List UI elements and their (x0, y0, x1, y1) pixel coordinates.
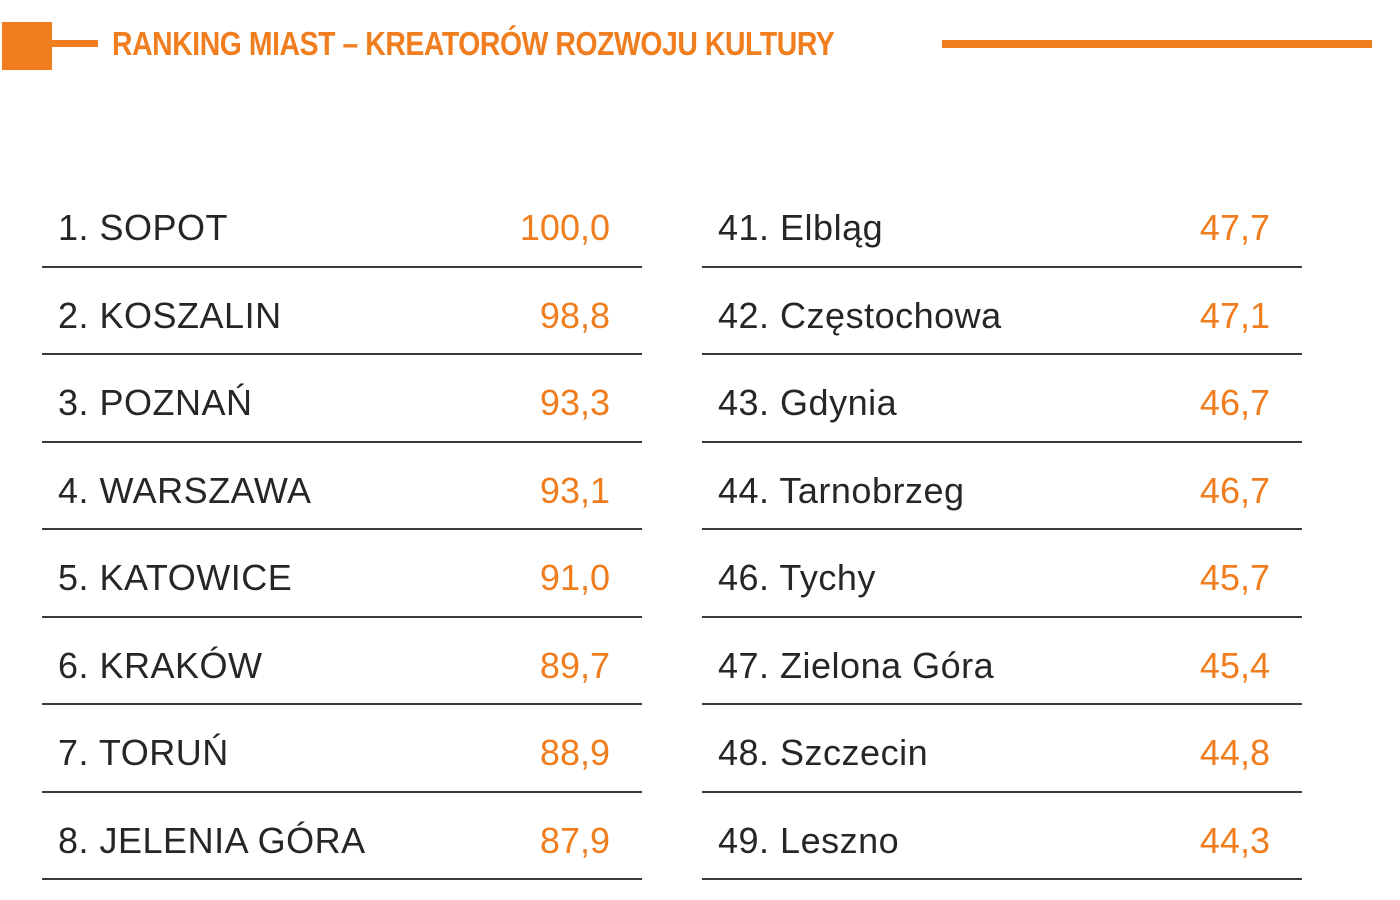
ranking-table-top: 1. SOPOT 100,0 2. KOSZALIN 98,8 3. POZNAŃ 93,… (42, 182, 642, 882)
city-score: 88,9 (539, 732, 610, 773)
table-row: 2. KOSZALIN 98,8 (42, 270, 642, 355)
city-name: 1. SOPOT (58, 207, 229, 248)
city-name: 41. Elbląg (718, 207, 884, 248)
city-name: 44. Tarnobrzeg (718, 469, 965, 511)
city-score: 89,7 (539, 644, 610, 686)
city-name: 5. KATOWICE (58, 557, 293, 598)
page-header: RANKING MIAST – KREATORÓW ROZWOJU KULTUR… (0, 20, 1400, 72)
table-row: 1. SOPOT 100,0 (42, 182, 642, 268)
table-row: 41. Elbląg 47,7 (702, 182, 1302, 268)
city-score: 47,1 (1199, 294, 1270, 336)
header-accent-block (2, 22, 52, 70)
city-name: 48. Szczecin (718, 732, 929, 773)
table-row: 47. Zielona Góra 45,4 (702, 620, 1302, 705)
city-score: 46,7 (1199, 382, 1270, 423)
city-name: 6. KRAKÓW (58, 644, 263, 686)
city-name: 7. TORUŃ (58, 732, 229, 773)
table-row: 49. Leszno 44,3 (702, 795, 1302, 880)
table-row: 8. JELENIA GÓRA 87,9 (42, 795, 642, 880)
city-score: 100,0 (519, 207, 610, 248)
header-accent-line-right (942, 40, 1372, 48)
city-score: 44,8 (1199, 732, 1270, 773)
table-row: 44. Tarnobrzeg 46,7 (702, 445, 1302, 530)
city-score: 45,4 (1199, 644, 1270, 686)
page-title: RANKING MIAST – KREATORÓW ROZWOJU KULTUR… (112, 25, 835, 62)
city-name: 43. Gdynia (718, 382, 898, 423)
city-score: 46,7 (1199, 469, 1270, 511)
table-row: 5. KATOWICE 91,0 (42, 532, 642, 618)
city-name: 3. POZNAŃ (58, 382, 253, 423)
city-score: 45,7 (1199, 557, 1270, 598)
city-name: 47. Zielona Góra (718, 644, 995, 686)
city-name: 2. KOSZALIN (58, 294, 282, 336)
city-score: 47,7 (1199, 207, 1270, 248)
city-name: 42. Częstochowa (718, 294, 1002, 336)
city-score: 44,3 (1199, 819, 1270, 861)
city-score: 91,0 (539, 557, 610, 598)
city-name: 8. JELENIA GÓRA (58, 819, 366, 861)
table-row: 4. WARSZAWA 93,1 (42, 445, 642, 530)
table-row: 48. Szczecin 44,8 (702, 707, 1302, 793)
city-name: 46. Tychy (718, 557, 876, 598)
ranking-table-bottom: 41. Elbląg 47,7 42. Częstochowa 47,1 43. Gdy… (702, 182, 1302, 882)
city-name: 4. WARSZAWA (58, 469, 312, 511)
city-score: 93,1 (539, 469, 610, 511)
table-row: 3. POZNAŃ 93,3 (42, 357, 642, 443)
city-name: 49. Leszno (718, 819, 900, 861)
table-row: 42. Częstochowa 47,1 (702, 270, 1302, 355)
table-row: 6. KRAKÓW 89,7 (42, 620, 642, 705)
city-score: 93,3 (539, 382, 610, 423)
table-row: 46. Tychy 45,7 (702, 532, 1302, 618)
city-score: 87,9 (539, 819, 610, 861)
header-accent-line-left (50, 40, 98, 47)
city-score: 98,8 (539, 294, 610, 336)
table-row: 7. TORUŃ 88,9 (42, 707, 642, 793)
table-row: 43. Gdynia 46,7 (702, 357, 1302, 443)
